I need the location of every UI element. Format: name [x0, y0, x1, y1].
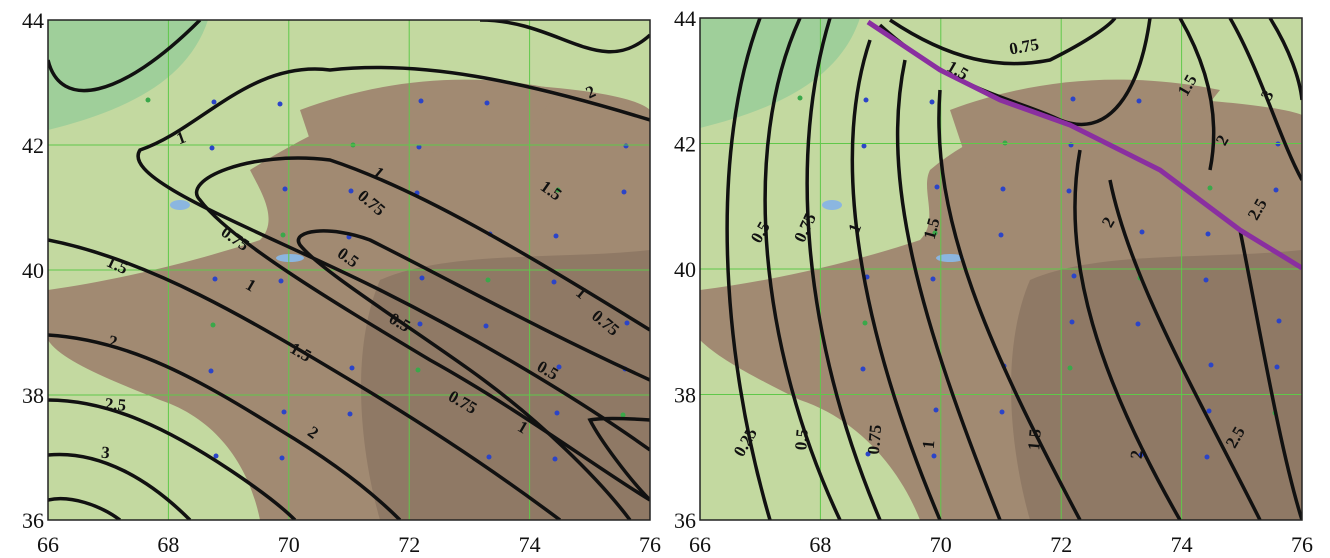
y-tick-label: 36	[22, 508, 44, 533]
station	[484, 324, 489, 329]
x-tick-label: 68	[809, 532, 831, 557]
x-tick-label: 66	[37, 532, 59, 557]
y-tick-label: 40	[674, 257, 696, 282]
station	[1274, 188, 1279, 193]
station	[487, 455, 492, 460]
station	[931, 277, 936, 282]
station	[1136, 322, 1141, 327]
station	[1137, 99, 1142, 104]
station	[416, 368, 421, 373]
x-tick-label: 74	[519, 532, 541, 557]
x-tick-label: 76	[1291, 532, 1313, 557]
station	[1000, 410, 1005, 415]
station	[283, 187, 288, 192]
station	[863, 321, 868, 326]
y-tick-label: 42	[22, 133, 44, 158]
station	[622, 190, 627, 195]
station	[1277, 319, 1282, 324]
station	[1206, 232, 1211, 237]
station	[485, 101, 490, 106]
station	[211, 323, 216, 328]
lake	[822, 200, 842, 210]
x-tick-label: 68	[157, 532, 179, 557]
station	[861, 367, 866, 372]
map-area	[48, 20, 650, 520]
x-tick-label: 72	[398, 532, 420, 557]
x-tick-label: 70	[278, 532, 300, 557]
station	[1204, 278, 1209, 283]
station	[798, 96, 803, 101]
x-tick-label: 72	[1050, 532, 1072, 557]
station	[1071, 97, 1076, 102]
x-tick-label: 74	[1171, 532, 1193, 557]
station	[418, 322, 423, 327]
station	[864, 98, 869, 103]
station	[1070, 320, 1075, 325]
lake	[170, 200, 190, 210]
y-tick-label: 38	[22, 383, 44, 408]
y-tick-label: 38	[674, 383, 696, 408]
station	[1072, 274, 1077, 279]
station	[624, 144, 629, 149]
station	[281, 233, 286, 238]
station	[1207, 409, 1212, 414]
station	[935, 185, 940, 190]
contour-label: 2.5	[104, 394, 127, 415]
y-tick-label: 44	[674, 6, 696, 31]
station	[934, 408, 939, 413]
station	[555, 411, 560, 416]
y-tick-label: 42	[674, 132, 696, 157]
contour-label: 3	[100, 443, 110, 463]
station	[420, 276, 425, 281]
x-tick-label: 66	[689, 532, 711, 557]
station	[279, 279, 284, 284]
y-tick-label: 40	[22, 258, 44, 283]
station	[932, 454, 937, 459]
station	[554, 234, 559, 239]
station	[1208, 186, 1213, 191]
station	[862, 144, 867, 149]
station	[1209, 363, 1214, 368]
map-area	[700, 18, 1302, 520]
station	[419, 99, 424, 104]
station	[1067, 189, 1072, 194]
station	[553, 457, 558, 462]
station	[282, 410, 287, 415]
station	[1140, 230, 1145, 235]
station	[212, 100, 217, 105]
x-tick-label: 76	[639, 532, 661, 557]
contour-label: 0.75	[864, 424, 886, 455]
station	[552, 280, 557, 285]
station	[349, 189, 354, 194]
lake	[276, 254, 304, 262]
contour-label: 2	[1127, 449, 1147, 459]
station	[1001, 187, 1006, 192]
station	[621, 413, 626, 418]
y-tick-label: 44	[22, 8, 44, 33]
station	[209, 369, 214, 374]
station	[1205, 455, 1210, 460]
station	[146, 98, 151, 103]
contour-label: 0.5	[791, 428, 812, 451]
contour-label: 1.5	[1024, 428, 1045, 451]
station	[350, 366, 355, 371]
station	[486, 278, 491, 283]
station	[930, 100, 935, 105]
map-figure: 666870727476363840424421.5110.750.750.51…	[0, 0, 1330, 558]
station	[1275, 365, 1280, 370]
station	[278, 102, 283, 107]
station	[999, 233, 1004, 238]
station	[348, 412, 353, 417]
station	[210, 146, 215, 151]
station	[280, 456, 285, 461]
station	[625, 321, 630, 326]
y-tick-label: 36	[674, 508, 696, 533]
contour-label: 1	[919, 439, 939, 449]
station	[1068, 366, 1073, 371]
x-tick-label: 70	[930, 532, 952, 557]
station	[213, 277, 218, 282]
